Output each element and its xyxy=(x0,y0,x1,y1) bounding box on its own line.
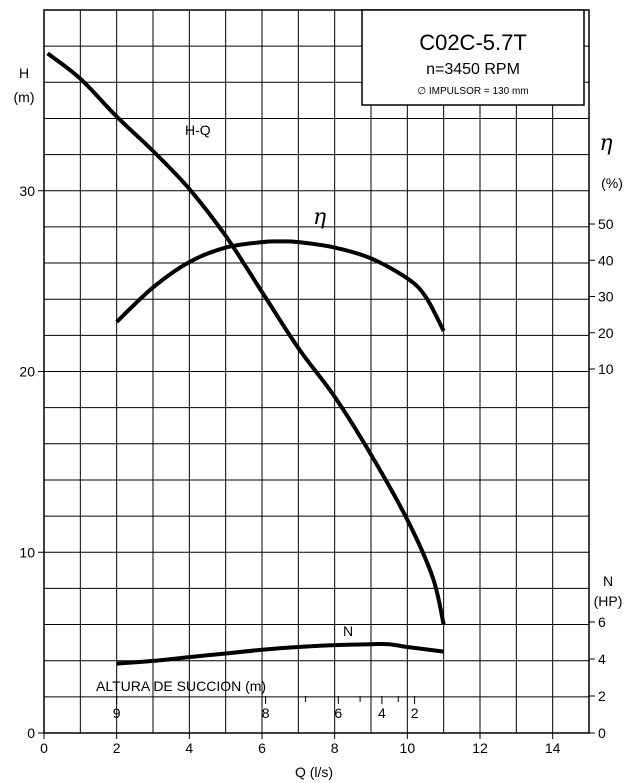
efficiency-axis-unit: (%) xyxy=(601,175,623,191)
title-box-frame xyxy=(361,9,585,106)
y-left-label-symbol: H xyxy=(19,65,29,81)
y-left-tick-label: 30 xyxy=(19,183,35,199)
suction-scale-title: ALTURA DE SUCCION (m) xyxy=(96,678,266,694)
x-tick-label: 0 xyxy=(40,740,48,756)
y-left-label-unit: (m) xyxy=(14,89,35,105)
x-axis-title: Q (l/s) xyxy=(295,764,333,780)
title-box: C02C-5.7T n=3450 RPM ∅ IMPULSOR = 130 mm xyxy=(361,9,585,106)
efficiency-tick-label: 30 xyxy=(598,289,614,305)
grid xyxy=(43,9,590,734)
x-tick-label: 2 xyxy=(113,740,121,756)
model-title: C02C-5.7T xyxy=(419,30,527,55)
y-left-tick-label: 20 xyxy=(19,364,35,380)
power-curve xyxy=(116,641,444,666)
labels: 0 2 4 6 8 10 12 14 0 10 20 30 10 20 30 40 50 0 2 4 6 9 8 6 4 2 xyxy=(19,183,613,756)
suction-tick-label: 9 xyxy=(113,705,121,721)
x-tick-label: 14 xyxy=(545,740,561,756)
n-curve-label: N xyxy=(343,623,353,639)
efficiency-tick-label: 20 xyxy=(598,325,614,341)
suction-tick-label: 4 xyxy=(378,705,386,721)
power-tick-label: 0 xyxy=(598,725,606,741)
efficiency-tick-label: 50 xyxy=(598,216,614,232)
efficiency-tick-label: 40 xyxy=(598,252,614,268)
efficiency-tick-label: 10 xyxy=(598,361,614,377)
y-left-tick-label: 0 xyxy=(27,725,35,741)
power-tick-label: 4 xyxy=(598,651,606,667)
suction-tick-label: 6 xyxy=(334,705,342,721)
y-left-tick-label: 10 xyxy=(19,544,35,560)
curves xyxy=(46,51,446,666)
x-tick-label: 10 xyxy=(400,740,416,756)
hq-curve xyxy=(46,51,446,625)
x-tick-label: 6 xyxy=(258,740,266,756)
eta-curve-label: η xyxy=(313,205,326,230)
x-tick-label: 8 xyxy=(331,740,339,756)
power-tick-label: 2 xyxy=(598,688,606,704)
x-tick-label: 12 xyxy=(472,740,488,756)
efficiency-axis-symbol: η xyxy=(599,131,612,156)
axes xyxy=(38,9,595,739)
power-axis-symbol: N xyxy=(603,573,613,589)
x-tick-label: 4 xyxy=(185,740,193,756)
suction-tick-label: 8 xyxy=(262,705,270,721)
power-axis-unit: (HP) xyxy=(594,593,623,609)
efficiency-curve xyxy=(115,239,446,332)
impeller-note: ∅ IMPULSOR = 130 mm xyxy=(417,86,528,97)
hq-curve-label: H-Q xyxy=(185,122,211,138)
power-tick-label: 6 xyxy=(598,614,606,630)
suction-tick-label: 2 xyxy=(411,705,419,721)
speed-subtitle: n=3450 RPM xyxy=(426,61,520,78)
